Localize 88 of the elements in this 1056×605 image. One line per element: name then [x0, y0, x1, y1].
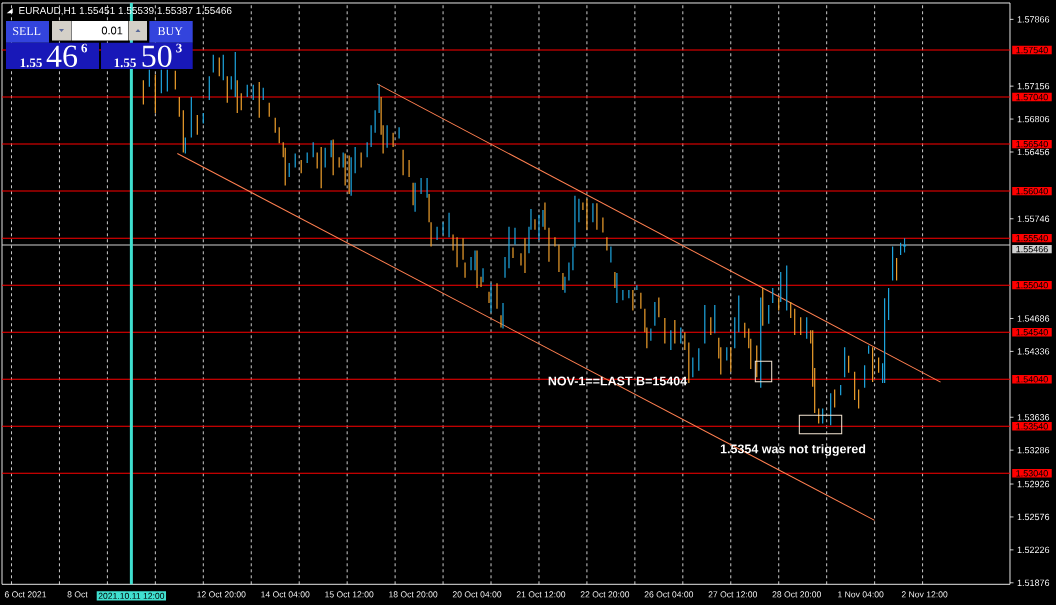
ref-line-label: 1.53040 [1016, 470, 1048, 477]
x-tick-label: 2 Nov 12:00 [901, 591, 948, 598]
candlestick [420, 177, 422, 194]
ref-line-label: 1.55040 [1016, 281, 1048, 289]
ref-line-label: 1.56040 [1016, 187, 1048, 195]
candlestick [430, 222, 432, 247]
candlestick [442, 222, 444, 235]
y-tick-label: 1.54336 [1017, 348, 1050, 355]
candlestick [596, 203, 598, 230]
y-tick-label: 1.52576 [1017, 513, 1050, 521]
candlestick [564, 276, 566, 293]
annotation: 0.01 [101, 26, 123, 35]
candlestick [868, 345, 870, 354]
x-tick-label: 12 Oct 20:00 [197, 591, 246, 598]
ref-line-label: 1.57040 [1016, 93, 1048, 101]
candlestick [452, 234, 454, 251]
candlestick [408, 160, 410, 178]
y-tick-label: 1.56806 [1017, 115, 1050, 123]
y-tick-label: 1.53286 [1017, 446, 1050, 454]
candlestick [554, 237, 556, 247]
ref-line-label: 1.56540 [1016, 140, 1048, 148]
x-tick-label: 1 Nov 04:00 [838, 591, 884, 598]
y-tick-label: 1.57866 [1017, 16, 1050, 23]
candlestick [508, 226, 510, 269]
candlestick [582, 202, 584, 210]
y-tick-label: 1.52226 [1017, 546, 1050, 554]
candlestick [514, 227, 516, 245]
x-tick-label: 2021.10.11 12:00 [98, 592, 165, 599]
candlestick [338, 157, 340, 168]
y-tick-label: 1.54686 [1017, 315, 1050, 322]
candlestick [480, 276, 482, 288]
annotation: 6 [81, 43, 88, 53]
candlestick [412, 182, 414, 206]
candlestick [548, 227, 550, 262]
candlestick [568, 262, 570, 281]
candlestick [474, 250, 476, 271]
candlestick [512, 247, 514, 258]
annotation: 3 [176, 43, 182, 53]
candlestick [504, 256, 506, 278]
candlestick [524, 238, 526, 273]
x-tick-label: 21 Oct 12:00 [516, 591, 566, 598]
ref-line-label: 1.57540 [1016, 46, 1048, 54]
ref-line-label: 1.54040 [1016, 376, 1048, 383]
candlestick [436, 226, 438, 241]
ref-line-label: 1.54540 [1016, 329, 1048, 336]
candlestick [903, 238, 907, 253]
candlestick [462, 238, 464, 260]
candlestick [586, 198, 588, 230]
y-tick-label: 1.52926 [1017, 480, 1050, 488]
candlestick [464, 262, 466, 278]
annotation: BUY [157, 27, 183, 36]
candlestick [602, 217, 604, 233]
candlestick [578, 198, 580, 223]
y-tick-label: 1.53636 [1017, 414, 1050, 421]
x-tick-label: 18 Oct 20:00 [389, 591, 438, 598]
candlestick [538, 214, 540, 241]
y-tick-label: 1.57156 [1017, 82, 1050, 90]
candlestick [558, 244, 560, 273]
x-tick-label: 27 Oct 12:00 [708, 591, 758, 598]
x-tick-label: 20 Oct 04:00 [452, 591, 502, 598]
candlestick [520, 253, 522, 266]
annotation: SELL [13, 27, 41, 36]
x-tick-label: 22 Oct 20:00 [580, 591, 630, 598]
ref-line-label: 1.53540 [1016, 423, 1048, 430]
annotation: 46 [46, 45, 78, 68]
annotation: 1.55 [20, 58, 42, 68]
x-tick-label: 8 Oct [67, 591, 88, 598]
candlestick [470, 256, 472, 271]
y-tick-label: 1.56456 [1017, 148, 1050, 156]
x-tick-label: 15 Oct 12:00 [325, 591, 374, 598]
candlestick [544, 202, 546, 230]
x-tick-label: 6 Oct 2021 [4, 591, 47, 598]
x-tick-label: 28 Oct 20:00 [772, 591, 821, 598]
ref-line-label: 1.55540 [1016, 234, 1048, 242]
annotation: 50 [142, 45, 172, 68]
candlestick [534, 219, 536, 230]
x-tick-label: 14 Oct 04:00 [261, 591, 310, 598]
y-tick-label: 1.55746 [1017, 215, 1050, 222]
candlestick [496, 283, 498, 309]
annotation: 1.55 [114, 58, 136, 68]
y-tick-label: 1.51876 [1017, 579, 1050, 586]
candlestick [488, 291, 490, 304]
candlestick [448, 212, 450, 238]
candlestick [592, 203, 594, 223]
x-tick-label: 26 Oct 04:00 [644, 591, 694, 598]
candlestick [426, 177, 428, 198]
candlestick [456, 237, 458, 268]
ref-line-label: 1.55466 [1016, 245, 1048, 253]
